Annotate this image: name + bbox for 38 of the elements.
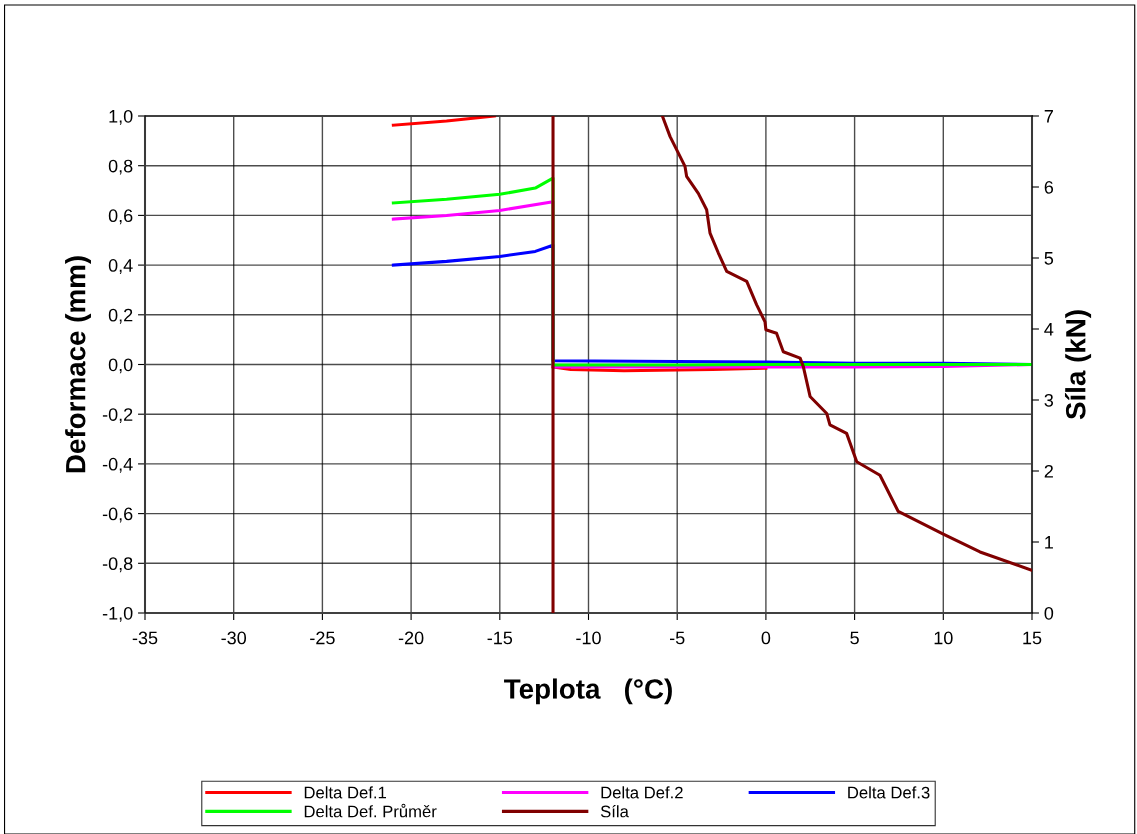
legend-label: Delta Def. Průměr (304, 803, 437, 818)
y2-tick-label: 2 (1044, 464, 1053, 478)
y-tick-label: -0,4 (102, 457, 133, 473)
y2-tick-label: 0 (1044, 606, 1054, 620)
y-tick-label: -0,6 (102, 507, 133, 523)
x-axis-title: Teplota (°C) (504, 678, 672, 705)
y-tick-label: 0,8 (108, 159, 133, 175)
y2-tick-label: 4 (1044, 323, 1054, 336)
legend-label: Delta Def.1 (304, 786, 387, 799)
x-tick-label: -20 (398, 631, 424, 645)
y-tick-label: 0,0 (108, 358, 133, 374)
x-tick-label: 10 (934, 631, 953, 645)
y2-tick-label: 3 (1044, 393, 1054, 407)
y-tick-label: -1,0 (102, 606, 133, 622)
y-tick-label: -0,8 (102, 557, 133, 573)
x-tick-label: -5 (669, 631, 685, 645)
y-tick-label: 0,4 (108, 259, 133, 274)
y2-axis-title: Síla (kN) (1064, 310, 1092, 420)
x-tick-label: -30 (221, 631, 247, 645)
y-tick-label: 0,2 (108, 308, 133, 324)
y2-tick-label: 7 (1044, 110, 1053, 123)
y-tick-label: 1,0 (109, 109, 133, 125)
y2-tick-label: 5 (1044, 252, 1054, 265)
y-tick-label: 0,6 (108, 209, 133, 225)
y2-tick-label: 1 (1045, 536, 1053, 549)
y2-tick-label: 6 (1044, 180, 1054, 194)
legend-label: Delta Def.3 (848, 786, 930, 799)
y-tick-label: -0,2 (102, 408, 133, 424)
legend-label: Síla (600, 804, 629, 818)
x-tick-label: 5 (850, 631, 859, 645)
legend-label: Delta Def.2 (601, 786, 683, 799)
y-axis-title: Deformace (mm) (65, 256, 91, 473)
x-tick-label: -35 (132, 631, 158, 645)
x-tick-label: -10 (576, 631, 601, 645)
x-tick-label: -15 (487, 631, 513, 645)
x-tick-label: 15 (1023, 631, 1042, 645)
x-tick-label: 0 (761, 631, 771, 645)
x-tick-label: -25 (310, 631, 335, 645)
